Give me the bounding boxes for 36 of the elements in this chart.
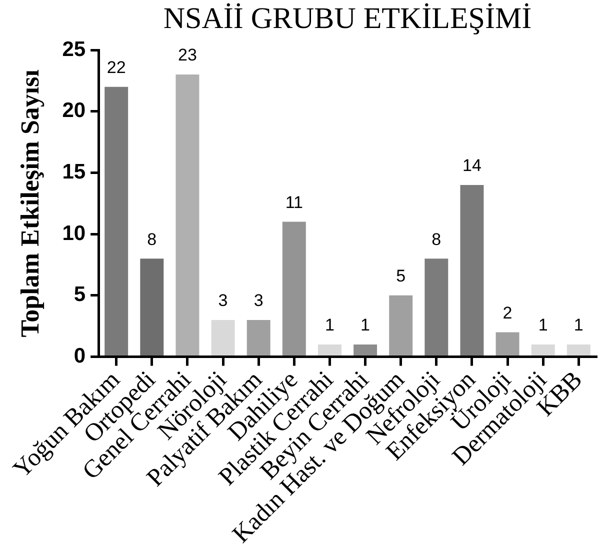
bar — [282, 222, 306, 356]
data-label: 3 — [218, 291, 228, 310]
data-label: 1 — [538, 316, 548, 335]
data-label: 2 — [502, 303, 512, 322]
y-tick-label: 20 — [62, 99, 86, 122]
data-label: 23 — [178, 46, 197, 65]
bar — [424, 258, 448, 356]
bar — [531, 344, 555, 356]
y-tick-label: 0 — [74, 344, 86, 368]
bar — [318, 344, 342, 356]
bar — [389, 295, 413, 356]
y-tick-label: 25 — [62, 38, 86, 61]
y-tick-label: 10 — [62, 222, 86, 245]
bar — [246, 320, 270, 356]
data-label: 1 — [360, 316, 370, 335]
bar — [496, 332, 520, 356]
data-label: 5 — [396, 266, 406, 286]
data-label: 11 — [285, 192, 303, 212]
data-label: 3 — [254, 291, 264, 310]
y-tick-label: 15 — [62, 160, 86, 184]
data-label: 8 — [432, 230, 442, 249]
data-label: 14 — [462, 156, 482, 176]
y-tick-label: 5 — [74, 283, 86, 306]
data-label: 22 — [106, 58, 126, 77]
bar — [460, 184, 484, 356]
bar — [354, 344, 378, 356]
bar — [211, 320, 235, 356]
data-label: 1 — [324, 316, 334, 335]
bar — [566, 344, 590, 356]
data-label: 8 — [147, 230, 157, 249]
y-axis-title: Toplam Etkileşim Sayısı — [15, 70, 44, 338]
chart-title: NSAİİ GRUBU ETKİLEŞİMİ — [163, 2, 532, 35]
bar — [140, 258, 164, 356]
bar — [104, 86, 128, 356]
data-label: 1 — [574, 316, 584, 335]
bar — [176, 74, 200, 356]
